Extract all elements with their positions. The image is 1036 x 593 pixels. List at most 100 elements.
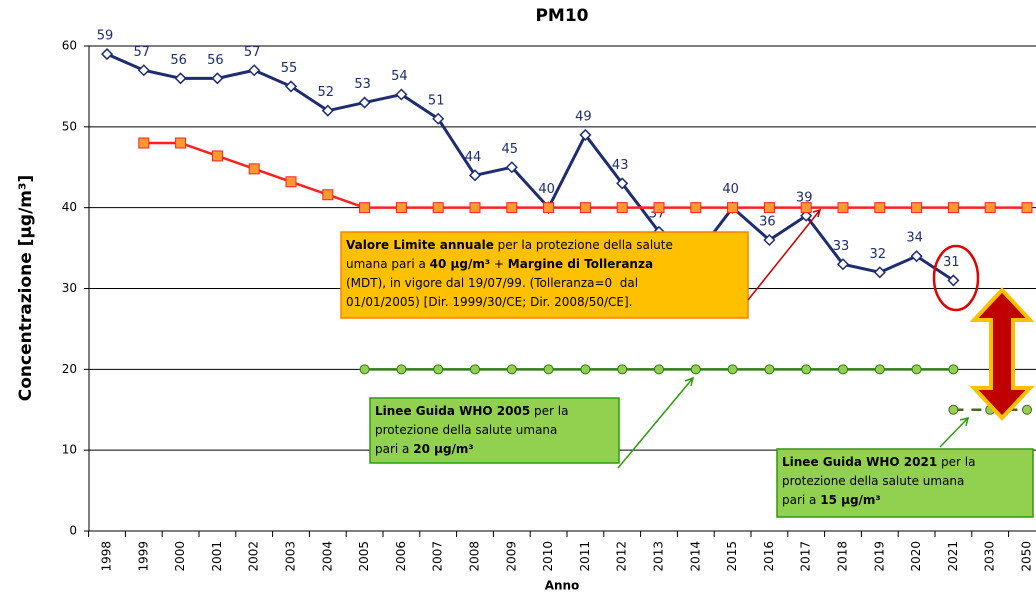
- x-tick-label: 2001: [210, 541, 224, 572]
- annotation-run: pari a: [782, 493, 820, 507]
- x-tick-label: 2006: [394, 541, 408, 572]
- data-label: 39: [796, 190, 813, 205]
- point: [505, 161, 518, 174]
- annotation-run: per la protezione della salute: [494, 238, 673, 252]
- chart-title: PM10: [535, 6, 588, 26]
- point: [432, 202, 444, 214]
- y-tick-label: 20: [62, 362, 77, 376]
- point: [211, 72, 224, 85]
- point: [321, 104, 334, 117]
- annotation-run: protezione della salute umana: [375, 423, 557, 437]
- x-tick-label: 1999: [136, 541, 150, 572]
- arrow-head: [959, 416, 970, 427]
- data-label: 40: [722, 182, 739, 197]
- point: [874, 202, 886, 214]
- point: [1021, 202, 1033, 214]
- annotation-run: 15 µg/m³: [820, 493, 880, 507]
- x-tick-label: 2021: [946, 541, 960, 572]
- annotation-text: Linee Guida WHO 2021 per la: [782, 455, 975, 469]
- annotation-text: Linee Guida WHO 2005 per la: [375, 404, 568, 418]
- point: [175, 137, 187, 149]
- point: [727, 202, 739, 214]
- point: [359, 364, 370, 375]
- point: [616, 202, 628, 214]
- point: [910, 250, 923, 263]
- point: [211, 150, 223, 162]
- data-label: 57: [244, 45, 261, 60]
- point: [947, 202, 959, 214]
- annotation-box: [369, 397, 620, 464]
- point: [763, 202, 775, 214]
- point: [653, 202, 665, 214]
- data-label: 36: [759, 215, 776, 230]
- annotation-run: 40 µg/m³: [430, 257, 490, 271]
- annotation-text: 01/01/2005) [Dir. 1999/30/CE; Dir. 2008/…: [346, 295, 632, 309]
- arrow-head: [684, 376, 695, 387]
- annotation-text: (MDT), in vigore dal 19/07/99. (Tolleran…: [346, 276, 638, 290]
- annotation-box: [776, 448, 1034, 518]
- point: [284, 80, 298, 93]
- point: [1022, 404, 1032, 415]
- annotation-run: Margine di Tolleranza: [508, 257, 653, 271]
- point: [617, 364, 628, 375]
- point: [432, 112, 445, 125]
- x-tick-label: 2018: [836, 541, 850, 572]
- annotation-run: +: [490, 257, 508, 271]
- series-line: [106, 52, 955, 282]
- x-tick-label: 2007: [431, 541, 445, 572]
- x-tick-label: 2000: [173, 541, 187, 572]
- point: [801, 364, 812, 375]
- y-tick-label: 50: [62, 119, 77, 133]
- point: [543, 364, 554, 375]
- point: [984, 202, 996, 214]
- annotation-text: Valore Limite annuale per la protezione …: [346, 238, 673, 252]
- point: [506, 364, 517, 375]
- data-label: 51: [428, 93, 445, 108]
- point: [396, 364, 407, 375]
- point: [911, 364, 922, 375]
- annotation-text: protezione della salute umana: [782, 474, 964, 488]
- double-arrow: [969, 287, 1035, 421]
- point: [358, 96, 371, 109]
- annotation-run: pari a: [375, 442, 413, 456]
- point: [947, 274, 960, 287]
- annotation-run: per la: [530, 404, 568, 418]
- annotation-run: (MDT), in vigore dal 19/07/99. (Tolleran…: [346, 276, 638, 290]
- x-tick-label: 2008: [468, 541, 482, 572]
- arrow: [939, 417, 969, 448]
- data-label: 53: [354, 77, 371, 92]
- point: [948, 364, 959, 375]
- point: [911, 202, 923, 214]
- point: [838, 364, 848, 375]
- point: [837, 202, 849, 214]
- x-tick-label: 2019: [872, 541, 886, 572]
- y-tick-label: 60: [62, 39, 77, 53]
- y-tick-label: 30: [62, 281, 77, 295]
- data-label: 55: [281, 61, 298, 76]
- point: [359, 202, 371, 214]
- x-tick-label: 1998: [100, 541, 114, 572]
- annotation-run: umana pari a: [346, 257, 430, 271]
- data-label: 49: [575, 109, 592, 124]
- arrow-head: [812, 208, 822, 218]
- y-axis-label: Concentrazione [µg/m³]: [16, 175, 36, 402]
- x-axis-label: Anno: [545, 579, 580, 593]
- point: [322, 189, 334, 201]
- data-label: 43: [612, 158, 629, 173]
- point: [654, 364, 664, 375]
- data-label: 32: [870, 247, 887, 262]
- data-label: 57: [134, 45, 151, 60]
- annotation-text: umana pari a 40 µg/m³ + Margine di Tolle…: [346, 257, 653, 271]
- highlight-ellipse: [932, 244, 980, 312]
- annotations: Valore Limite annuale per la protezione …: [340, 231, 1034, 518]
- arrow: [747, 209, 821, 301]
- point: [690, 364, 701, 375]
- point: [469, 202, 481, 214]
- point: [248, 64, 261, 77]
- point: [395, 202, 407, 214]
- point: [579, 128, 592, 141]
- point: [948, 404, 959, 415]
- point: [873, 266, 886, 279]
- x-tick-label: 2016: [762, 541, 776, 572]
